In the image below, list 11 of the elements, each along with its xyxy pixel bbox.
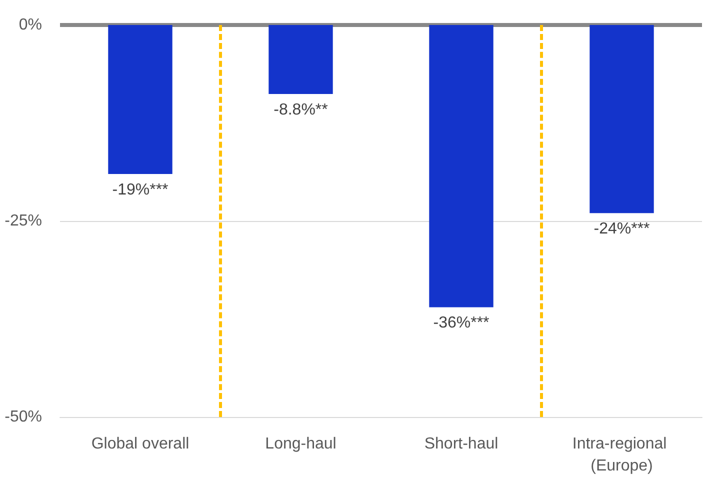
x-tick-label: Intra-regional (Europe): [572, 436, 672, 474]
x-tick-label: Global overall: [91, 436, 190, 452]
data-label: -8.8%**: [274, 101, 328, 118]
y-tick-label: 0%: [18, 16, 42, 34]
data-label: -19%***: [112, 181, 168, 198]
y-tick-label: -50%: [4, 408, 42, 426]
x-tick-label: Long-haul: [265, 436, 336, 452]
x-tick-label: Short-haul: [424, 436, 498, 452]
data-label: -24%***: [594, 220, 650, 238]
y-tick-label: -25%: [4, 212, 42, 230]
data-label: -36%***: [433, 314, 490, 332]
